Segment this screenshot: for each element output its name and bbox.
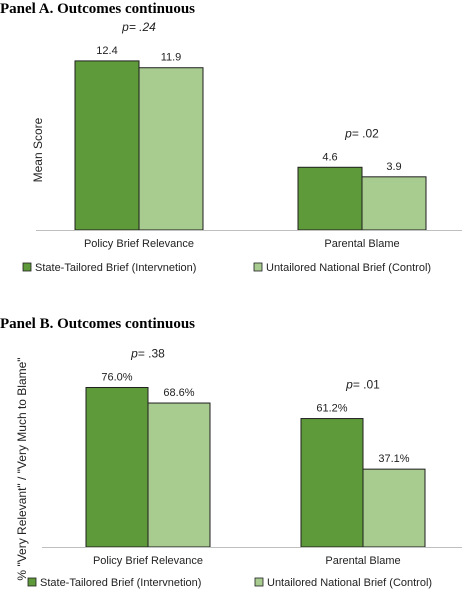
bar-intervention — [85, 386, 149, 548]
chart-panel-b: Panel B. Outcomes continuous % "Very Rele… — [0, 316, 462, 589]
p-value-number: = .01 — [353, 378, 380, 392]
legend-swatch-control — [253, 262, 263, 272]
p-value-symbol: p — [345, 378, 353, 392]
category-label: Parental Blame — [325, 555, 400, 567]
category-label: Policy Brief Relevance — [93, 555, 203, 567]
p-value-symbol: p — [121, 20, 129, 34]
data-label: 11.9 — [161, 52, 182, 64]
p-value-annotation: p= .24 — [121, 20, 156, 34]
p-value-number: = .02 — [352, 126, 379, 140]
data-label: 37.1% — [378, 453, 409, 465]
bar-control — [361, 176, 427, 231]
data-label: 3.9 — [386, 161, 401, 173]
bar-control — [138, 67, 204, 231]
data-label: 4.6 — [322, 151, 337, 163]
p-value-annotation: p= .01 — [345, 378, 380, 392]
panel-title: Panel A. Outcomes continuous — [0, 1, 195, 17]
legend-label: Untailored National Brief (Control) — [267, 577, 432, 589]
p-value-symbol: p — [344, 126, 352, 140]
legend-swatch-control — [254, 577, 264, 587]
category-label: Policy Brief Relevance — [84, 238, 194, 250]
p-value-number: = .24 — [129, 20, 156, 34]
category-label: Parental Blame — [324, 238, 399, 250]
y-axis-title: % "Very Relevant" / "Very Much to Blame" — [15, 357, 29, 580]
legend-label: State-Tailored Brief (Intervnetion) — [35, 262, 196, 274]
legend-swatch-intervention — [27, 577, 37, 587]
data-label: 68.6% — [163, 387, 194, 399]
p-value-number: = .38 — [138, 346, 165, 360]
p-value-annotation: p= .38 — [130, 346, 165, 360]
bar-control — [362, 468, 426, 548]
data-label: 61.2% — [316, 403, 347, 415]
bar-intervention — [297, 166, 363, 231]
p-value-symbol: p — [130, 346, 138, 360]
data-label: 76.0% — [101, 371, 132, 383]
legend-label: Untailored National Brief (Control) — [266, 262, 431, 274]
legend-label: State-Tailored Brief (Intervnetion) — [40, 577, 201, 589]
y-axis-title: Mean Score — [31, 117, 45, 182]
bar-control — [147, 402, 211, 548]
data-label: 12.4 — [96, 45, 117, 57]
bar-intervention — [74, 60, 140, 231]
p-value-annotation: p= .02 — [344, 126, 379, 140]
legend-swatch-intervention — [22, 262, 32, 272]
chart-panel-a: Panel A. Outcomes continuous Mean Score 12… — [0, 1, 462, 274]
panel-title: Panel B. Outcomes continuous — [0, 316, 195, 332]
bar-intervention — [300, 418, 364, 548]
